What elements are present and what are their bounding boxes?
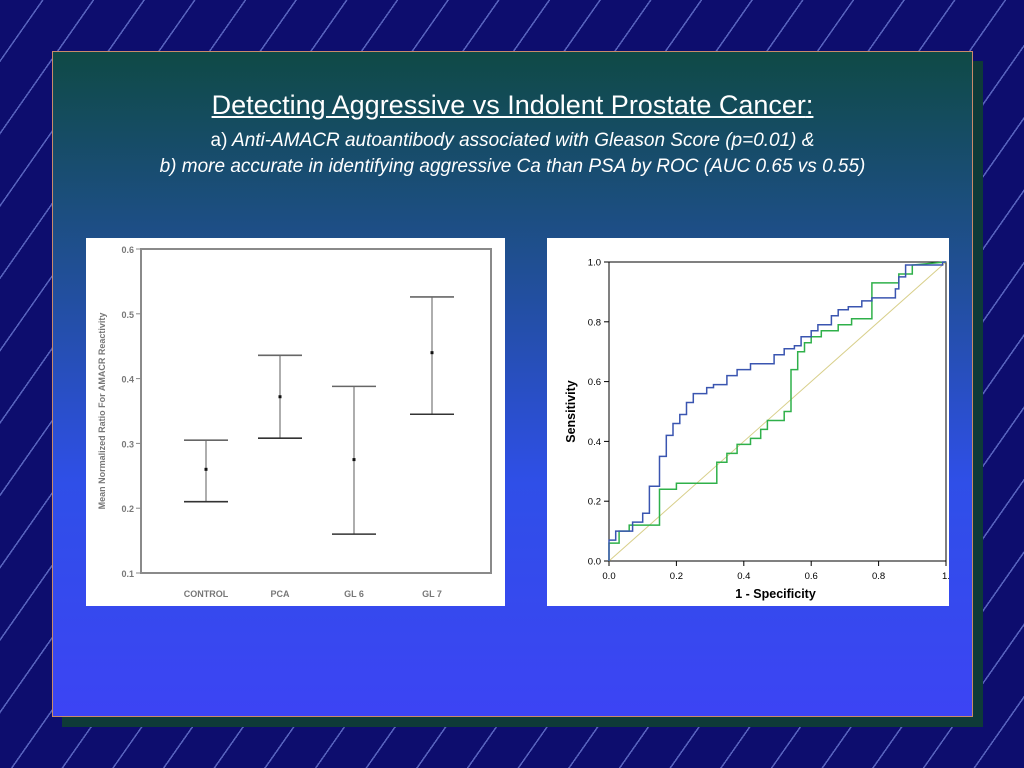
y-tick-label: 0.8 xyxy=(588,317,601,328)
y-tick-label: 0.1 xyxy=(121,569,134,579)
x-tick-label: 1. xyxy=(942,571,949,582)
x-tick-label: 0.8 xyxy=(872,571,885,582)
mean-point-4 xyxy=(430,351,434,355)
y-axis-label: Mean Normalized Ratio For AMACR Reactivi… xyxy=(97,313,107,510)
y-tick-label: 1.0 xyxy=(588,258,601,269)
y-tick-label: 0.4 xyxy=(588,437,601,448)
errorbar-chart: 0.1 0.2 0.3 0.4 0.5 0.6 Mean Normalized Ratio … xyxy=(97,245,492,599)
plot-frame xyxy=(140,248,492,574)
subtitle-line-a-prefix: a) xyxy=(210,130,228,151)
roc-chart: 0.0 0.2 0.4 0.6 0.8 1.0 0.0 0.2 0.4 0.6 0.8 1. 1 - S… xyxy=(564,258,950,602)
y-tick-label: 0.6 xyxy=(588,377,601,388)
x-tick-label: 0.2 xyxy=(670,571,683,582)
roc-chart-panel: 0.0 0.2 0.4 0.6 0.8 1.0 0.0 0.2 0.4 0.6 0.8 1. 1 - S… xyxy=(547,238,950,606)
mean-point-2 xyxy=(278,395,282,399)
roc-curve-blue xyxy=(608,261,946,561)
subtitle-line-a: a) Anti-AMACR autoantibody associated wi… xyxy=(53,130,972,152)
y-tick-label: 0.0 xyxy=(588,557,601,568)
slide-title-text: Detecting Aggressive vs Indolent Prostat… xyxy=(211,90,806,120)
y-tick-label: 0.2 xyxy=(588,497,601,508)
slide-title-colon: : xyxy=(805,90,814,120)
x-tick-label: GL 7 xyxy=(422,589,442,599)
y-tick-label: 0.5 xyxy=(121,310,134,320)
mean-point-3 xyxy=(352,458,356,462)
plot-frame xyxy=(608,261,947,562)
slide-title: Detecting Aggressive vs Indolent Prostat… xyxy=(53,90,972,121)
y-tick-label: 0.3 xyxy=(121,439,134,449)
errorbar-chart-panel: 0.1 0.2 0.3 0.4 0.5 0.6 Mean Normalized Ratio … xyxy=(86,238,505,606)
reference-diagonal xyxy=(608,261,947,562)
slide: Detecting Aggressive vs Indolent Prostat… xyxy=(52,51,973,717)
y-tick-label: 0.2 xyxy=(121,504,134,514)
x-axis-label: 1 - Specificity xyxy=(735,587,816,601)
x-tick-label: 0.0 xyxy=(602,571,615,582)
subtitle-line-a-text: Anti-AMACR autoantibody associated with … xyxy=(232,130,815,151)
y-axis-label: Sensitivity xyxy=(564,380,578,443)
x-tick-label: GL 6 xyxy=(344,589,364,599)
x-tick-label: CONTROL xyxy=(184,589,229,599)
y-tick-label: 0.6 xyxy=(121,245,134,255)
y-tick-label: 0.4 xyxy=(121,375,134,385)
x-tick-label: 0.6 xyxy=(805,571,818,582)
roc-curve-green xyxy=(608,261,947,561)
mean-point-1 xyxy=(204,467,208,471)
subtitle-line-b: b) more accurate in identifying aggressi… xyxy=(159,156,866,177)
x-tick-label: 0.4 xyxy=(737,571,750,582)
x-tick-label: PCA xyxy=(270,589,290,599)
